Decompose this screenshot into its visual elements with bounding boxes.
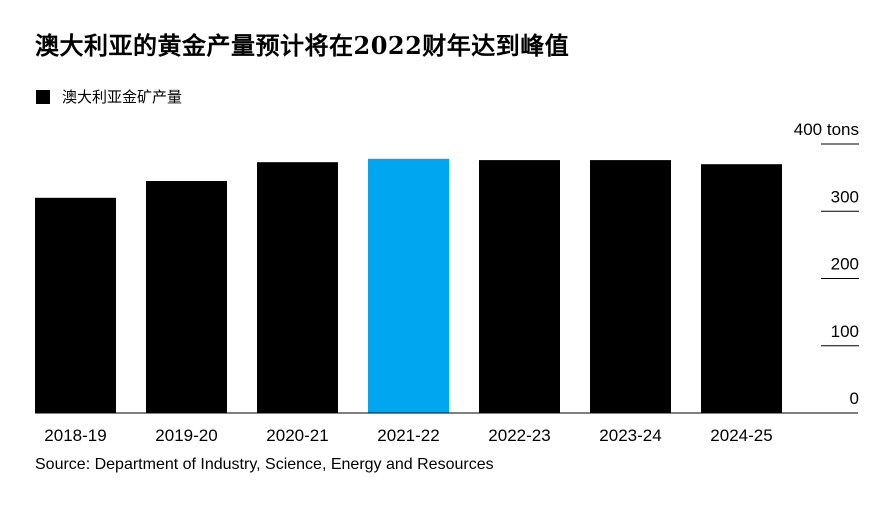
- legend: 澳大利亚金矿产量: [36, 86, 182, 107]
- x-tick-label: 2021-22: [377, 426, 439, 445]
- bar-2022-23: [479, 160, 560, 413]
- x-tick-label: 2023-24: [599, 426, 661, 445]
- y-tick-label: 100: [831, 322, 859, 341]
- x-tick-label: 2019-20: [155, 426, 217, 445]
- legend-swatch: [36, 89, 50, 104]
- x-tick-label: 2020-21: [266, 426, 328, 445]
- bar-2021-22: [368, 158, 449, 413]
- y-axis: 0 100 200 300 400 tons: [794, 120, 859, 408]
- x-tick-label: 2018-19: [44, 426, 106, 445]
- bars-group: [35, 158, 782, 413]
- x-axis-labels: 2018-19 2019-20 2020-21 2021-22 2022-23 2023-…: [44, 426, 772, 445]
- bar-2019-20: [146, 181, 227, 413]
- x-tick-label: 2024-25: [710, 426, 772, 445]
- chart-title: 澳大利亚的黄金产量预计将在2022财年达到峰值: [35, 31, 570, 60]
- y-tick-label: 300: [831, 187, 859, 206]
- y-tick-label: 0: [850, 389, 859, 408]
- x-tick-label: 2022-23: [488, 426, 550, 445]
- y-tick-label: 200: [831, 255, 859, 274]
- bar-2024-25: [701, 164, 782, 413]
- source-note: Source: Department of Industry, Science,…: [35, 456, 494, 473]
- bar-2018-19: [35, 197, 116, 413]
- legend-label: 澳大利亚金矿产量: [62, 88, 183, 106]
- y-tick-label: 400 tons: [794, 120, 859, 139]
- bar-2020-21: [257, 162, 338, 413]
- bar-2023-24: [590, 160, 671, 413]
